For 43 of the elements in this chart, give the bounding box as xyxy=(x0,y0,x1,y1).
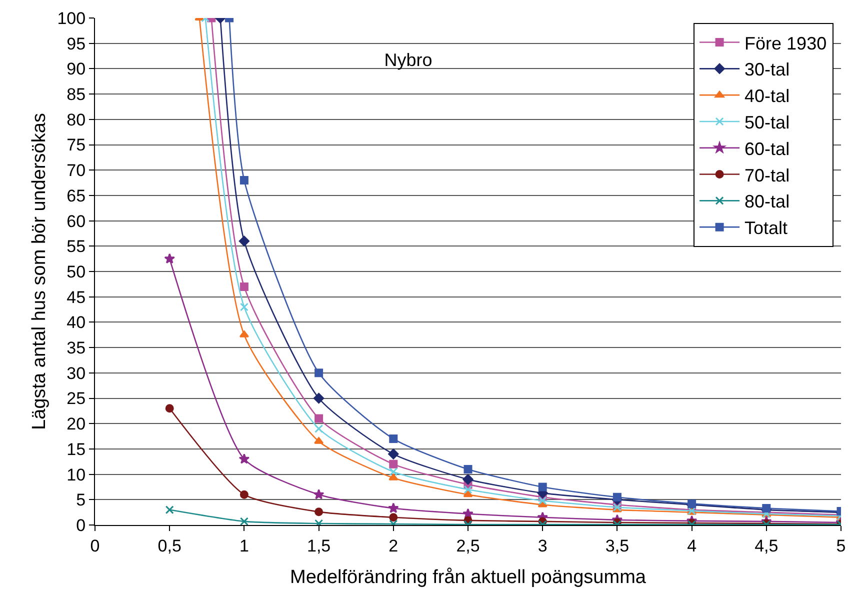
x-tick-label: 4,5 xyxy=(754,536,778,556)
legend-label: Totalt xyxy=(744,218,788,238)
y-tick-label: 20 xyxy=(66,414,86,434)
y-tick-label: 60 xyxy=(66,212,86,231)
x-tick-label: 2 xyxy=(388,536,398,556)
y-axis-title: Lägsta antal hus som bör undersökas xyxy=(29,113,50,430)
x-axis-title: Medelförändring från aktuell poängsumma xyxy=(290,567,646,588)
y-tick-label: 80 xyxy=(66,110,86,130)
legend-label: 50-tal xyxy=(744,112,790,132)
x-tick-label: 5 xyxy=(836,536,846,556)
x-tick-label: 3,5 xyxy=(605,536,630,556)
y-tick-label: 55 xyxy=(66,237,86,256)
legend-label: Före 1930 xyxy=(744,33,827,54)
y-tick-label: 5 xyxy=(76,490,86,510)
y-tick-label: 45 xyxy=(66,288,86,307)
y-tick-label: 50 xyxy=(66,262,86,282)
y-tick-label: 70 xyxy=(66,161,86,180)
y-tick-label: 25 xyxy=(66,389,86,408)
y-tick-label: 15 xyxy=(66,440,86,459)
x-tick-label: 3 xyxy=(538,536,548,556)
legend-label: 70-tal xyxy=(744,165,790,186)
legend-label: 30-tal xyxy=(744,60,790,80)
x-tick-label: 2,5 xyxy=(456,536,480,556)
legend-label: 80-tal xyxy=(744,192,790,212)
y-tick-label: 65 xyxy=(66,186,86,206)
x-tick-label: 1 xyxy=(239,536,249,556)
y-tick-label: 75 xyxy=(66,136,86,155)
text: Nybro xyxy=(384,50,432,70)
y-tick-label: 0 xyxy=(76,516,86,535)
x-tick-label: 0,5 xyxy=(158,536,182,556)
x-tick-label: 1,5 xyxy=(306,536,331,556)
y-tick-label: 35 xyxy=(66,338,86,358)
x-tick-label: 4 xyxy=(687,536,697,556)
y-tick-label: 90 xyxy=(66,60,86,79)
legend-label: 40-tal xyxy=(744,86,790,106)
y-tick-label: 85 xyxy=(66,85,86,104)
y-tick-label: 30 xyxy=(66,364,86,383)
y-tick-label: 95 xyxy=(66,34,86,54)
x-tick-label: 0 xyxy=(90,536,100,556)
y-tick-label: 100 xyxy=(57,8,86,28)
y-tick-label: 10 xyxy=(66,465,86,484)
legend-label: 60-tal xyxy=(744,138,790,159)
y-tick-label: 40 xyxy=(66,313,86,332)
